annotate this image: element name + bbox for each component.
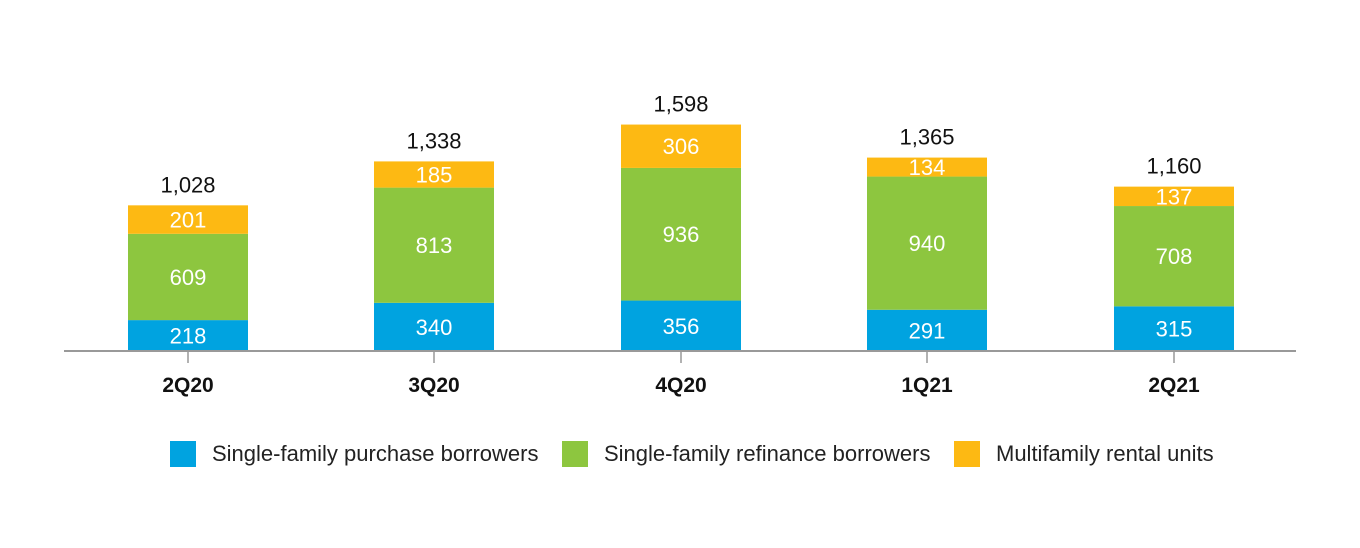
legend-label-purchase: Single-family purchase borrowers [212, 441, 539, 466]
segment-label-3Q20-s1: 813 [416, 233, 453, 258]
legend-label-refinance: Single-family refinance borrowers [604, 441, 931, 466]
segment-label-2Q21-s0: 315 [1156, 317, 1193, 342]
segment-label-3Q20-s2: 185 [416, 163, 453, 188]
bar-segment-1Q21-s2 [867, 157, 987, 177]
bar-segment-2Q20-s2 [128, 205, 248, 234]
x-tick-label-2Q20: 2Q20 [162, 374, 213, 397]
segment-label-2Q21-s2: 137 [1156, 184, 1193, 209]
segment-label-4Q20-s2: 306 [663, 134, 700, 159]
segment-label-4Q20-s0: 356 [663, 314, 700, 339]
bar-segment-3Q20-s2 [374, 161, 494, 188]
bar-segment-3Q20-s1 [374, 187, 494, 303]
segment-label-2Q21-s1: 708 [1156, 244, 1193, 269]
x-tick-label-3Q20: 3Q20 [408, 374, 459, 397]
segment-label-2Q20-s1: 609 [170, 265, 207, 290]
bar-segment-3Q20-s0 [374, 302, 494, 351]
segment-label-1Q21-s1: 940 [909, 231, 946, 256]
legend: Single-family purchase borrowers Single-… [0, 436, 1360, 472]
bar-segment-4Q20-s2 [621, 124, 741, 168]
segment-label-4Q20-s1: 936 [663, 222, 700, 247]
bar-segment-2Q21-s1 [1114, 206, 1234, 307]
total-label-2Q20: 1,028 [160, 172, 215, 197]
bar-segment-1Q21-s0 [867, 309, 987, 351]
legend-item-refinance: Single-family refinance borrowers [562, 436, 930, 472]
total-label-4Q20: 1,598 [653, 92, 708, 117]
stacked-bar-chart: 218 609 201 1,028 2Q20 340 813 185 1,338 3Q20 356 9… [64, 92, 1296, 397]
legend-swatch-refinance [562, 441, 588, 467]
x-tick-label-2Q21: 2Q21 [1148, 374, 1200, 397]
total-label-2Q21: 1,160 [1146, 154, 1201, 179]
total-label-3Q20: 1,338 [406, 128, 461, 153]
x-tick-label-1Q21: 1Q21 [901, 374, 953, 397]
legend-swatch-multifamily [954, 441, 980, 467]
bar-segment-4Q20-s1 [621, 167, 741, 301]
bar-segment-2Q20-s1 [128, 233, 248, 321]
legend-item-multifamily: Multifamily rental units [954, 436, 1214, 472]
segment-label-1Q21-s0: 291 [909, 318, 946, 343]
segment-label-2Q20-s0: 218 [170, 324, 207, 349]
legend-label-multifamily: Multifamily rental units [996, 441, 1214, 466]
x-tick-label-4Q20: 4Q20 [655, 374, 706, 397]
bar-segment-2Q20-s0 [128, 320, 248, 351]
bar-segment-2Q21-s0 [1114, 306, 1234, 351]
segment-label-2Q20-s2: 201 [170, 208, 207, 233]
total-label-1Q21: 1,365 [899, 125, 954, 150]
segment-label-1Q21-s2: 134 [909, 155, 946, 180]
bar-segment-2Q21-s2 [1114, 186, 1234, 207]
bar-segment-1Q21-s1 [867, 176, 987, 310]
legend-swatch-purchase [170, 441, 196, 467]
bar-segment-4Q20-s0 [621, 300, 741, 351]
legend-item-purchase: Single-family purchase borrowers [170, 436, 538, 472]
segment-label-3Q20-s0: 340 [416, 315, 453, 340]
